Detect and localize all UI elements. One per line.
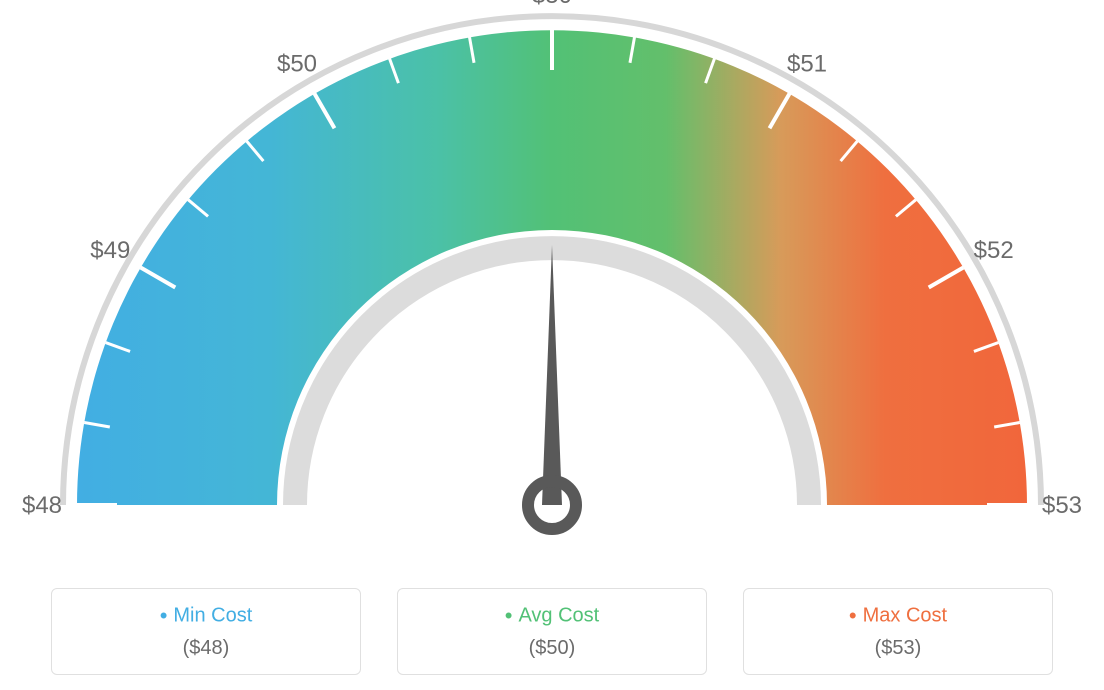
tick-label: $52 (974, 237, 1014, 264)
tick-label: $48 (22, 492, 62, 519)
tick-label: $49 (90, 237, 130, 264)
legend-label: •Avg Cost (398, 603, 706, 629)
legend-label-text: Min Cost (173, 604, 252, 626)
tick-label: $50 (532, 0, 572, 9)
legend-dot-icon: • (160, 603, 168, 628)
tick-label: $51 (787, 50, 827, 77)
needle (542, 245, 562, 505)
legend-dot-icon: • (849, 603, 857, 628)
legend-label-text: Avg Cost (518, 604, 599, 626)
tick-label: $53 (1042, 492, 1082, 519)
legend-value: ($48) (52, 637, 360, 660)
legend-card-max: • Max Cost ($53) (743, 588, 1053, 675)
legend-card-avg: •Avg Cost ($50) (397, 588, 707, 675)
legend-card-min: •Min Cost ($48) (51, 588, 361, 675)
legend-label: • Max Cost (744, 603, 1052, 629)
legend-value: ($50) (398, 637, 706, 660)
gauge-svg: $48 $49 $50 $50 $51 $52 $53 (0, 0, 1104, 560)
legend-value: ($53) (744, 637, 1052, 660)
legend-label-text: Max Cost (863, 604, 947, 626)
legend-dot-icon: • (505, 603, 513, 628)
legend-label: •Min Cost (52, 603, 360, 629)
tick-label: $50 (277, 50, 317, 77)
legend-row: •Min Cost($48)•Avg Cost($50)•Max Cost($5… (0, 588, 1104, 675)
gauge-container: $48 $49 $50 $50 $51 $52 $53 (0, 0, 1104, 560)
